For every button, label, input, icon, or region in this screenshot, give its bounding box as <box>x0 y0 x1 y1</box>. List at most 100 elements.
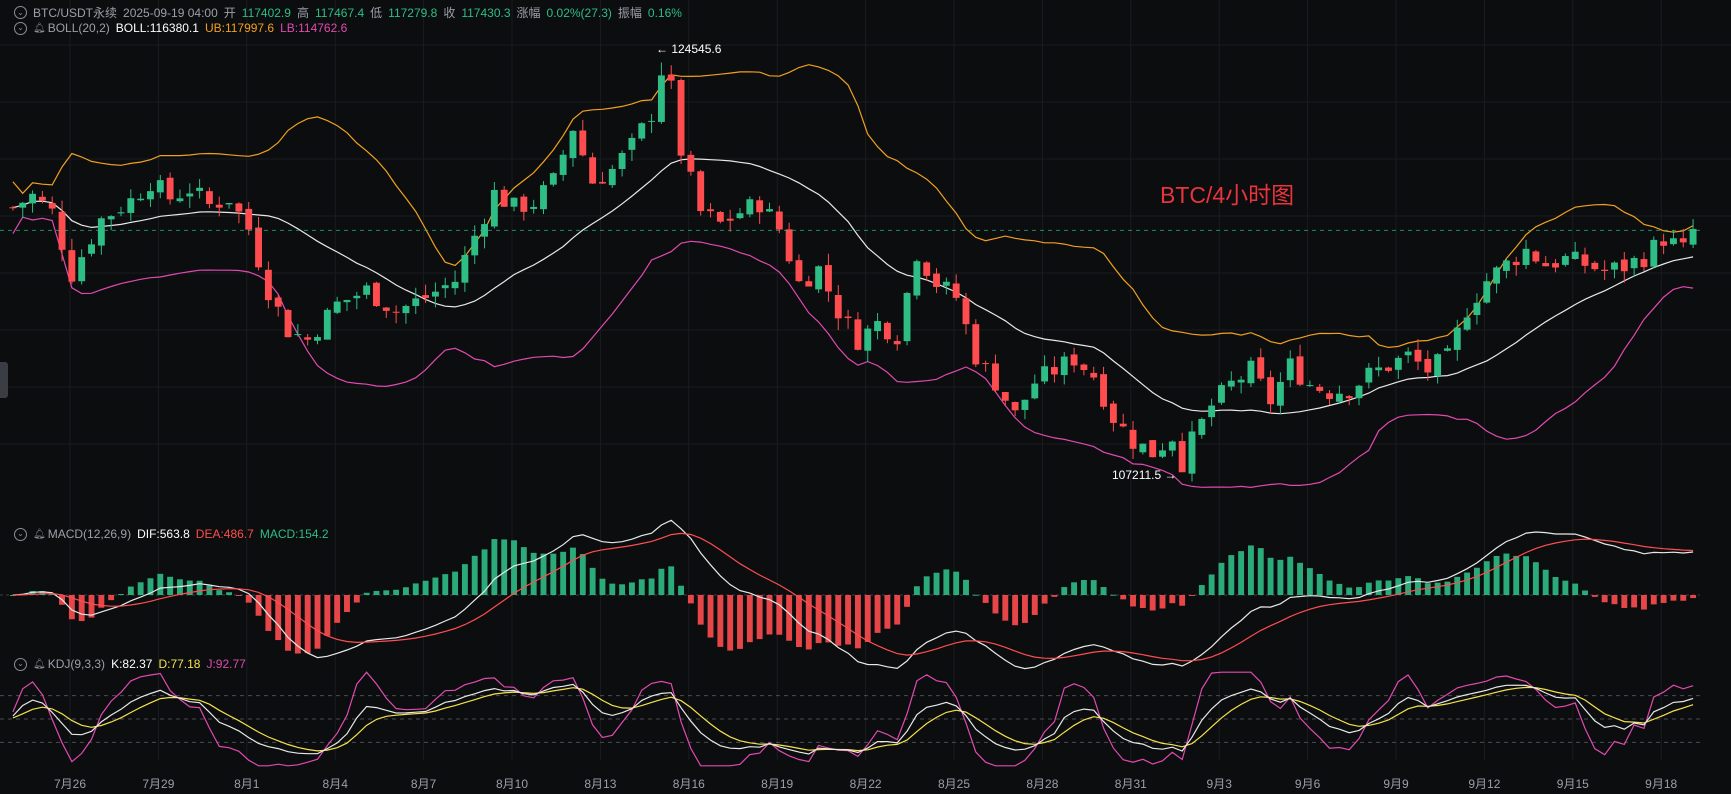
candle-body <box>402 305 410 314</box>
candle-body <box>815 266 823 290</box>
chevron-down-icon[interactable]: ⌄ <box>14 6 27 19</box>
candle-body <box>147 191 154 200</box>
macd-histogram-bar <box>324 595 331 636</box>
macd-histogram-bar <box>864 595 871 642</box>
chevron-down-icon[interactable]: ⌄ <box>14 527 27 541</box>
candle-body <box>284 309 292 338</box>
candle-body <box>766 209 773 212</box>
chart-watermark: BTC/4小时图 <box>1160 182 1295 208</box>
macd-histogram-bar <box>471 555 478 595</box>
bell-icon[interactable]: 🔔︎ <box>33 22 46 34</box>
kdj-j-line <box>12 671 1694 767</box>
macd-histogram-bar <box>1179 595 1186 606</box>
x-tick-label: 8月22 <box>850 777 882 791</box>
macd-histogram-bar <box>432 577 439 595</box>
macd-histogram-bar <box>1346 587 1353 595</box>
amplitude-value: 0.16% <box>647 5 682 20</box>
candle-body <box>107 216 115 220</box>
macd-name[interactable]: MACD(12,26,9) <box>47 527 132 541</box>
candle-body <box>648 120 656 122</box>
candle-body <box>510 197 518 207</box>
bell-icon[interactable]: 🔔︎ <box>33 658 46 670</box>
macd-histogram-bar <box>550 553 557 595</box>
grid-lines <box>0 0 1731 760</box>
candle-body <box>1041 366 1049 382</box>
macd-histogram-bar <box>1297 562 1304 595</box>
macd-histogram-bar <box>1031 595 1038 615</box>
macd-histogram-bar <box>1395 578 1402 595</box>
symbol-label[interactable]: BTC/USDT永续 <box>33 6 118 20</box>
candle-body <box>500 189 508 207</box>
candle-body <box>992 363 999 391</box>
candlesticks <box>9 62 1697 482</box>
macd-histogram-bar <box>737 595 743 649</box>
macd-histogram-bar <box>835 595 842 646</box>
sidebar-toggle-handle[interactable] <box>0 362 8 398</box>
macd-histogram-bar <box>884 595 891 629</box>
macd-histogram-bar <box>599 578 606 595</box>
macd-dea-line <box>12 532 1694 662</box>
macd-hist-value: MACD:154.2 <box>259 527 329 541</box>
bell-icon[interactable]: 🔔︎ <box>33 528 46 540</box>
macd-histogram-bar <box>1100 587 1107 595</box>
candle-body <box>1335 393 1343 402</box>
candle-body <box>824 265 832 292</box>
boll-header: ⌄ 🔔︎ BOLL(20,2) BOLL:116380.1 UB:117997.… <box>14 21 347 35</box>
candle-body <box>707 209 714 212</box>
candle-body <box>1119 423 1127 427</box>
candle-body <box>97 218 105 246</box>
macd-histogram-bar <box>1621 595 1628 608</box>
candle-body <box>942 281 950 286</box>
macd-histogram-bar <box>1660 595 1667 603</box>
x-tick-label: 9月18 <box>1645 777 1677 791</box>
candle-body <box>1571 251 1579 259</box>
macd-histogram-bar <box>1552 576 1559 595</box>
macd-histogram-bar <box>275 595 282 641</box>
candle-body <box>1522 248 1530 265</box>
macd-histogram-bar <box>1493 555 1500 595</box>
macd-histogram-bar <box>1582 590 1588 595</box>
macd-histogram-bar <box>461 564 468 595</box>
candle-body <box>530 206 538 209</box>
candle-body <box>1365 367 1373 383</box>
candle-body <box>1689 228 1697 245</box>
candle-body <box>1090 372 1098 378</box>
candle-body <box>1198 418 1206 435</box>
change-value: 0.02%(27.3) <box>546 5 612 20</box>
macd-histogram-bar <box>805 595 812 650</box>
candle-body <box>304 337 312 340</box>
macd-histogram-bar <box>1189 595 1195 596</box>
macd-histogram-bar <box>167 576 174 595</box>
open-value: 117402.9 <box>241 5 291 20</box>
boll-middle-band <box>12 158 1694 415</box>
kdj-d-value: D:77.18 <box>158 657 201 671</box>
candle-body <box>933 273 940 287</box>
candle-body <box>1414 349 1422 362</box>
candle-body <box>1669 238 1677 245</box>
candle-body <box>756 200 764 213</box>
boll-upper-band <box>12 64 1694 349</box>
chevron-down-icon[interactable]: ⌄ <box>14 21 27 35</box>
macd-histogram-bar <box>1444 581 1451 595</box>
candle-body <box>854 319 862 350</box>
macd-histogram-bar <box>1680 595 1687 601</box>
candle-body <box>1375 367 1383 371</box>
candle-body <box>1394 357 1402 370</box>
macd-histogram-bar <box>687 595 694 604</box>
macd-pane <box>0 519 1700 670</box>
macd-histogram-bar <box>1306 568 1313 595</box>
macd-histogram-bar <box>98 595 105 608</box>
candle-body <box>1060 356 1068 376</box>
x-axis: 7月26 7月29 8月1 8月4 8月7 8月10 8月13 8月16 8月19 8月22 8月2… <box>54 777 1678 791</box>
chevron-down-icon[interactable]: ⌄ <box>14 657 27 671</box>
macd-histogram-bar <box>285 595 291 651</box>
macd-histogram-bar <box>265 595 272 631</box>
kdj-name[interactable]: KDJ(9,3,3) <box>47 657 106 671</box>
candle-body <box>982 363 990 365</box>
boll-name[interactable]: BOLL(20,2) <box>47 21 110 35</box>
macd-histogram-bar <box>520 547 527 595</box>
kdj-j-value: J:92.77 <box>206 657 246 671</box>
macd-histogram-bar <box>1336 583 1343 595</box>
macd-histogram-bar <box>88 595 95 618</box>
